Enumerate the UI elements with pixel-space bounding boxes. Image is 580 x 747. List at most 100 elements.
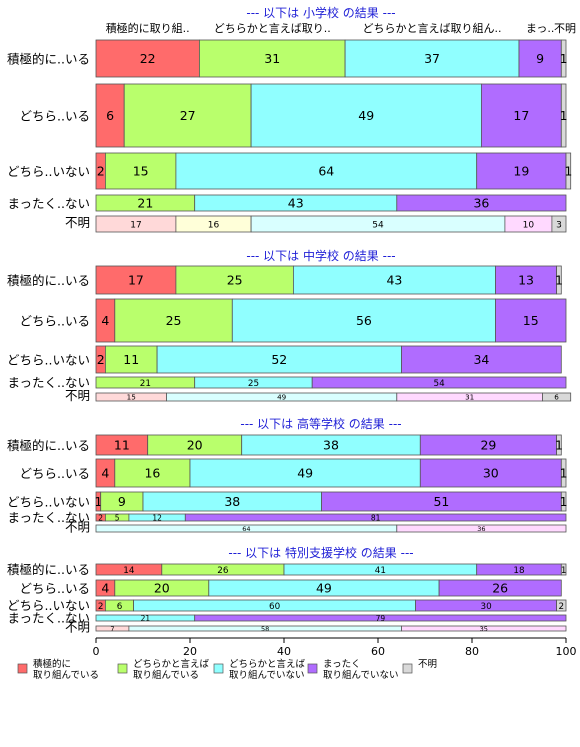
data-label: 37 <box>424 51 440 66</box>
data-label: 18 <box>513 566 524 576</box>
row-label: 不明 <box>65 620 90 635</box>
panel-title: --- 以下は 特別支援学校 の結果 --- <box>228 545 413 560</box>
row-label: どちら..いない <box>7 352 90 367</box>
panel: --- 以下は 高等学校 の結果 ---積極的に..いる 11 20 38 29 1どちら… <box>7 416 568 535</box>
row-label: まったく..ない <box>8 375 90 390</box>
x-tick-label: 20 <box>183 645 197 658</box>
row-label: 積極的に..いる <box>7 562 90 577</box>
bar-segment <box>231 298 496 343</box>
data-label: 10 <box>523 220 535 230</box>
legend-swatch <box>307 663 318 674</box>
data-label: 30 <box>483 466 499 481</box>
bar-segment <box>556 599 567 612</box>
data-label: 7 <box>110 625 114 633</box>
bar-segment <box>292 265 496 295</box>
legend-label: 取り組んでいない <box>229 669 305 681</box>
panel: --- 以下は 特別支援学校 の結果 ---積極的に..いる 14 26 41 18 1ど… <box>7 545 566 635</box>
data-label: 15 <box>523 313 539 328</box>
bar-segment <box>175 152 478 190</box>
data-label: 1 <box>560 466 568 481</box>
data-label: 20 <box>187 438 203 453</box>
bar-segment <box>560 39 567 78</box>
row-label: どちら..いない <box>7 164 90 179</box>
data-label: 49 <box>297 466 313 481</box>
row-label: どちら..いる <box>20 466 90 481</box>
data-label: 4 <box>101 466 109 481</box>
row-label: どちら..いない <box>7 494 90 509</box>
data-label: 17 <box>513 108 529 123</box>
bar-segment <box>105 345 158 374</box>
legend-label: 積極的に <box>33 658 71 670</box>
row-label: 積極的に..いる <box>7 273 90 288</box>
data-label: 36 <box>477 525 485 533</box>
bar-segment <box>95 265 177 295</box>
row-label: 不明 <box>65 388 90 403</box>
bar-segment <box>175 265 294 295</box>
data-label: 38 <box>224 494 240 509</box>
data-label: 51 <box>433 494 449 509</box>
data-label: 4 <box>101 581 109 596</box>
legend-label: 不明 <box>418 659 437 670</box>
bar-segment <box>560 491 567 512</box>
row-label: まったく..ない <box>8 610 90 625</box>
data-label: 1 <box>555 438 563 453</box>
bar-segment <box>123 83 252 148</box>
x-tick-label: 0 <box>93 645 100 658</box>
data-label: 43 <box>386 273 402 288</box>
data-label: 54 <box>433 379 445 389</box>
data-label: 36 <box>473 196 489 211</box>
data-label: 9 <box>536 51 544 66</box>
panel-title: --- 以下は 高等学校 の結果 --- <box>240 416 401 431</box>
data-label: 35 <box>480 625 488 633</box>
data-label: 16 <box>144 466 160 481</box>
bar-segment <box>344 39 520 78</box>
data-label: 26 <box>492 581 508 596</box>
bar-segment <box>565 152 572 190</box>
bar-segment <box>95 39 200 78</box>
data-label: 17 <box>130 220 141 230</box>
data-label: 27 <box>180 108 196 123</box>
data-label: 6 <box>117 602 123 612</box>
legend-label: 取り組んでいる <box>133 669 199 681</box>
data-label: 1 <box>560 51 568 66</box>
bar-segment <box>495 298 567 343</box>
bar-segment <box>105 152 177 190</box>
bar-segment <box>250 83 482 148</box>
data-label: 60 <box>269 602 281 612</box>
panel: --- 以下は 小学校 の結果 ---積極的に..いる 22 31 37 9 1どちら..… <box>7 5 572 233</box>
bar-segment <box>560 83 567 148</box>
row-label: まったく..ない <box>8 510 90 525</box>
column-header: まっ.. <box>526 22 555 35</box>
legend-label: どちらかと言えば <box>229 658 306 670</box>
data-label: 29 <box>480 438 496 453</box>
legend-swatch <box>17 663 28 674</box>
data-label: 2 <box>97 352 105 367</box>
column-header: どちらかと言えば取り組ん.. <box>363 22 502 35</box>
row-label: 積極的に..いる <box>7 51 90 66</box>
bar-segment <box>556 434 562 456</box>
data-label: 21 <box>141 614 151 623</box>
panel-title: --- 以下は 小学校 の結果 --- <box>246 5 395 20</box>
data-label: 2 <box>558 602 564 612</box>
x-tick-label: 80 <box>465 645 479 658</box>
bar-segment <box>551 215 567 233</box>
data-label: 31 <box>465 393 474 402</box>
bar-segment <box>476 152 567 190</box>
bar-segment <box>542 392 572 402</box>
legend-label: 取り組んでいない <box>323 669 399 681</box>
row-label: 積極的に..いる <box>7 438 90 453</box>
data-label: 64 <box>242 525 250 533</box>
data-label: 19 <box>513 164 529 179</box>
bar-segment <box>560 458 567 488</box>
bar-segment <box>189 458 421 488</box>
data-label: 9 <box>118 494 126 509</box>
data-label: 2 <box>98 513 103 522</box>
row-label: まったく..ない <box>8 196 90 211</box>
bar-segment <box>401 625 567 632</box>
data-label: 1 <box>564 164 572 179</box>
row-label: どちら..いる <box>20 313 90 328</box>
